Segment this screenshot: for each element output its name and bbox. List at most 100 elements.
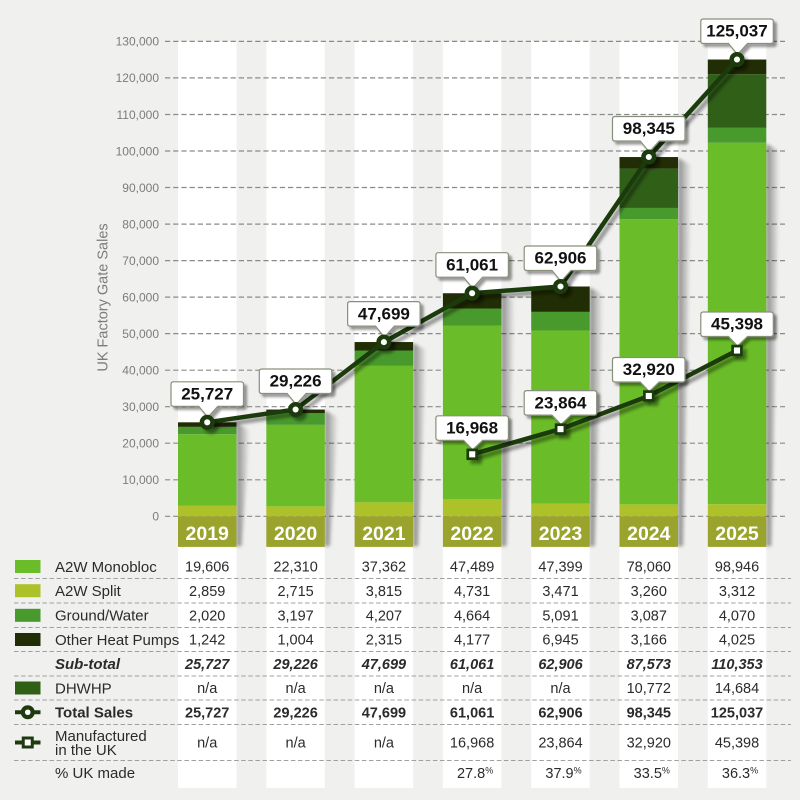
- svg-text:n/a: n/a: [550, 681, 571, 697]
- svg-text:Ground/Water: Ground/Water: [55, 608, 149, 625]
- svg-text:22,310: 22,310: [273, 560, 317, 576]
- svg-text:4,070: 4,070: [719, 608, 755, 624]
- svg-text:A2W Split: A2W Split: [55, 583, 122, 600]
- svg-text:16,968: 16,968: [450, 736, 494, 752]
- svg-text:0: 0: [152, 510, 159, 524]
- svg-text:4,731: 4,731: [454, 584, 490, 600]
- svg-text:45,398: 45,398: [711, 315, 763, 334]
- svg-text:DHWHP: DHWHP: [55, 680, 112, 697]
- svg-text:32,920: 32,920: [627, 736, 671, 752]
- svg-text:Sub-total: Sub-total: [55, 656, 121, 673]
- svg-text:27.8%: 27.8%: [457, 765, 493, 782]
- svg-text:29,226: 29,226: [270, 372, 322, 391]
- svg-text:10,000: 10,000: [122, 473, 159, 487]
- svg-text:110,353: 110,353: [711, 657, 762, 673]
- svg-text:60,000: 60,000: [122, 290, 159, 304]
- svg-text:10,772: 10,772: [627, 681, 671, 697]
- svg-text:62,906: 62,906: [538, 705, 582, 721]
- svg-text:2,859: 2,859: [189, 584, 225, 600]
- svg-text:Total Sales: Total Sales: [55, 705, 133, 722]
- svg-text:25,727: 25,727: [185, 705, 229, 721]
- svg-text:120,000: 120,000: [116, 71, 160, 85]
- svg-text:33.5%: 33.5%: [634, 765, 670, 782]
- svg-text:n/a: n/a: [374, 736, 395, 752]
- svg-text:n/a: n/a: [197, 736, 218, 752]
- svg-text:2024: 2024: [627, 523, 671, 545]
- svg-text:37,362: 37,362: [362, 560, 406, 576]
- svg-text:5,091: 5,091: [542, 608, 578, 624]
- svg-text:Other Heat Pumps: Other Heat Pumps: [55, 632, 179, 649]
- svg-text:A2W Monobloc: A2W Monobloc: [55, 559, 157, 576]
- svg-text:Manufactured: Manufactured: [55, 728, 147, 745]
- svg-text:25,727: 25,727: [181, 385, 233, 404]
- svg-text:40,000: 40,000: [122, 364, 159, 378]
- svg-text:80,000: 80,000: [122, 217, 159, 231]
- svg-text:98,345: 98,345: [623, 119, 675, 138]
- svg-text:47,699: 47,699: [361, 657, 406, 673]
- svg-text:47,699: 47,699: [358, 304, 410, 323]
- svg-text:100,000: 100,000: [116, 144, 160, 158]
- svg-text:in the UK: in the UK: [55, 742, 117, 759]
- svg-text:UK Factory Gate Sales: UK Factory Gate Sales: [96, 223, 112, 371]
- svg-text:62,906: 62,906: [538, 657, 583, 673]
- svg-text:n/a: n/a: [374, 681, 395, 697]
- svg-text:n/a: n/a: [462, 681, 483, 697]
- svg-text:2021: 2021: [362, 523, 406, 545]
- svg-text:87,573: 87,573: [627, 657, 671, 673]
- svg-text:1,242: 1,242: [189, 633, 225, 649]
- svg-text:n/a: n/a: [286, 736, 307, 752]
- svg-text:4,207: 4,207: [366, 608, 402, 624]
- svg-text:32,920: 32,920: [623, 360, 675, 379]
- svg-text:98,946: 98,946: [715, 560, 759, 576]
- svg-text:4,664: 4,664: [454, 608, 490, 624]
- svg-text:16,968: 16,968: [446, 419, 498, 438]
- svg-text:2019: 2019: [186, 523, 230, 545]
- svg-text:2020: 2020: [274, 523, 318, 545]
- svg-text:29,226: 29,226: [273, 705, 317, 721]
- svg-text:2023: 2023: [539, 523, 583, 545]
- svg-text:3,197: 3,197: [277, 608, 313, 624]
- svg-text:78,060: 78,060: [627, 560, 671, 576]
- svg-text:n/a: n/a: [286, 681, 307, 697]
- svg-text:20,000: 20,000: [122, 437, 159, 451]
- svg-text:% UK made: % UK made: [55, 765, 135, 782]
- svg-text:4,025: 4,025: [719, 633, 755, 649]
- svg-text:110,000: 110,000: [117, 108, 160, 122]
- svg-text:3,312: 3,312: [719, 584, 755, 600]
- svg-text:2,020: 2,020: [189, 608, 225, 624]
- svg-text:2,715: 2,715: [277, 584, 313, 600]
- svg-text:62,906: 62,906: [535, 249, 587, 268]
- svg-text:45,398: 45,398: [715, 736, 759, 752]
- svg-text:25,727: 25,727: [184, 657, 230, 673]
- svg-text:98,345: 98,345: [627, 705, 671, 721]
- svg-text:2025: 2025: [715, 523, 759, 545]
- svg-text:61,061: 61,061: [450, 657, 494, 673]
- svg-text:2022: 2022: [450, 523, 494, 545]
- svg-text:70,000: 70,000: [122, 254, 159, 268]
- svg-text:6,945: 6,945: [542, 633, 578, 649]
- svg-text:90,000: 90,000: [122, 181, 159, 195]
- svg-text:1,004: 1,004: [277, 633, 313, 649]
- svg-text:3,815: 3,815: [366, 584, 402, 600]
- svg-text:2,315: 2,315: [366, 633, 402, 649]
- svg-text:47,399: 47,399: [538, 560, 582, 576]
- svg-text:36.3%: 36.3%: [722, 765, 758, 782]
- svg-text:61,061: 61,061: [450, 705, 494, 721]
- svg-text:23,864: 23,864: [538, 736, 582, 752]
- svg-text:47,699: 47,699: [362, 705, 406, 721]
- svg-text:23,864: 23,864: [535, 393, 588, 412]
- svg-text:3,471: 3,471: [542, 584, 578, 600]
- svg-text:50,000: 50,000: [122, 327, 159, 341]
- svg-text:14,684: 14,684: [715, 681, 759, 697]
- svg-text:19,606: 19,606: [185, 560, 229, 576]
- svg-text:37.9%: 37.9%: [545, 765, 581, 782]
- svg-text:3,087: 3,087: [631, 608, 667, 624]
- svg-text:125,037: 125,037: [706, 22, 767, 41]
- svg-text:29,226: 29,226: [272, 657, 318, 673]
- svg-text:125,037: 125,037: [711, 705, 763, 721]
- svg-text:n/a: n/a: [197, 681, 218, 697]
- svg-text:30,000: 30,000: [122, 400, 159, 414]
- svg-text:3,260: 3,260: [631, 584, 667, 600]
- svg-text:130,000: 130,000: [116, 35, 160, 49]
- svg-text:3,166: 3,166: [631, 633, 667, 649]
